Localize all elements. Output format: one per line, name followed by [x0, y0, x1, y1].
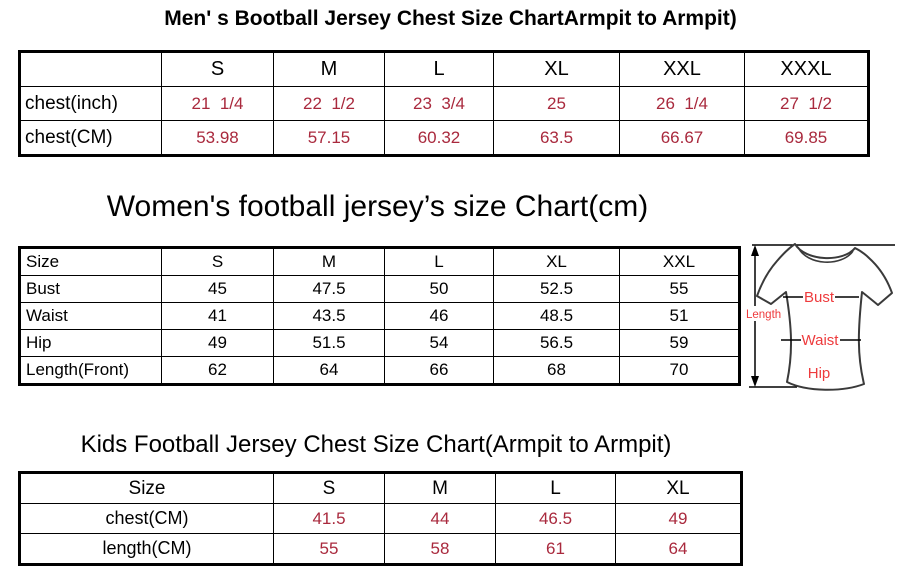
collar-inner-line: [797, 246, 854, 263]
cell-value: 49: [161, 329, 274, 357]
column-header-m: M: [273, 247, 385, 276]
cell-value: 49: [615, 503, 742, 534]
table-row-chest-cm: chest(CM) 53.98 57.15 60.32 63.5 66.67 6…: [19, 120, 869, 156]
cell-value: 48.5: [493, 302, 620, 330]
waist-label: Waist: [802, 332, 840, 349]
cell-value: 57.15: [273, 120, 385, 156]
kids-chart-title: Kids Football Jersey Chest Size Chart(Ar…: [80, 431, 672, 458]
column-header-m: M: [384, 472, 496, 504]
corner-cell: [19, 51, 162, 87]
men-chart-title: Men' s Bootball Jersey Chest Size ChartA…: [164, 7, 737, 30]
row-label: Length(Front): [19, 356, 162, 385]
cell-value: 61: [495, 533, 616, 565]
cell-value: 55: [619, 275, 740, 303]
kids-size-table: Size S M L XL chest(CM) 41.5 44 46.5 49 …: [18, 471, 743, 566]
cell-value: 23 3/4: [384, 86, 494, 121]
column-header-m: M: [273, 51, 385, 87]
hip-label: Hip: [808, 365, 831, 382]
cell-value: 68: [493, 356, 620, 385]
cell-value: 47.5: [273, 275, 385, 303]
column-header-xxl: XXL: [619, 247, 740, 276]
table-row-chest-cm: chest(CM) 41.5 44 46.5 49: [19, 503, 742, 534]
tshirt-outline: [756, 243, 893, 391]
cell-value: 46.5: [495, 503, 616, 534]
row-label: chest(CM): [19, 503, 274, 534]
cell-value: 21 1/4: [161, 86, 274, 121]
column-header-s: S: [161, 247, 274, 276]
table-row-length-front: Length(Front) 62 64 66 68 70: [19, 356, 740, 385]
cell-value: 66: [384, 356, 494, 385]
column-header-s: S: [273, 472, 385, 504]
cell-value: 54: [384, 329, 494, 357]
cell-value: 46: [384, 302, 494, 330]
row-label: Waist: [19, 302, 162, 330]
cell-value: 50: [384, 275, 494, 303]
column-header-l: L: [495, 472, 616, 504]
tshirt-measurement-diagram: Bust Waist Hip Length: [745, 243, 895, 391]
table-row-hip: Hip 49 51.5 54 56.5 59: [19, 329, 740, 357]
cell-value: 69.85: [744, 120, 869, 156]
column-header-xl: XL: [493, 51, 620, 87]
cell-value: 63.5: [493, 120, 620, 156]
cell-value: 27 1/2: [744, 86, 869, 121]
cell-value: 51: [619, 302, 740, 330]
table-header-row: Size S M L XL: [19, 472, 742, 504]
men-size-table: S M L XL XXL XXXL chest(inch) 21 1/4 22 …: [18, 50, 870, 157]
cell-value: 41.5: [273, 503, 385, 534]
cell-value: 41: [161, 302, 274, 330]
column-header-size: Size: [19, 472, 274, 504]
women-chart-title: Women's football jersey’s size Chart(cm): [106, 190, 649, 223]
column-header-l: L: [384, 51, 494, 87]
column-header-xl: XL: [615, 472, 742, 504]
arrow-up-icon: [751, 245, 759, 256]
women-size-table: Size S M L XL XXL Bust 45 47.5 50 52.5 5…: [18, 246, 741, 386]
table-row-length-cm: length(CM) 55 58 61 64: [19, 533, 742, 565]
cell-value: 43.5: [273, 302, 385, 330]
cell-value: 25: [493, 86, 620, 121]
column-header-size: Size: [19, 247, 162, 276]
table-row-chest-inch: chest(inch) 21 1/4 22 1/2 23 3/4 25 26 1…: [19, 86, 869, 121]
length-label-backing: [745, 306, 779, 321]
length-label: Length: [746, 309, 781, 321]
cell-value: 59: [619, 329, 740, 357]
table-header-row: Size S M L XL XXL: [19, 247, 740, 276]
row-label: Hip: [19, 329, 162, 357]
cell-value: 53.98: [161, 120, 274, 156]
cell-value: 51.5: [273, 329, 385, 357]
cell-value: 62: [161, 356, 274, 385]
column-header-xxl: XXL: [619, 51, 745, 87]
row-label: chest(inch): [19, 86, 162, 121]
cell-value: 70: [619, 356, 740, 385]
cell-value: 52.5: [493, 275, 620, 303]
cell-value: 56.5: [493, 329, 620, 357]
column-header-xl: XL: [493, 247, 620, 276]
arrow-down-icon: [751, 376, 759, 387]
cell-value: 60.32: [384, 120, 494, 156]
cell-value: 64: [615, 533, 742, 565]
cell-value: 26 1/4: [619, 86, 745, 121]
table-row-waist: Waist 41 43.5 46 48.5 51: [19, 302, 740, 330]
table-row-bust: Bust 45 47.5 50 52.5 55: [19, 275, 740, 303]
cell-value: 64: [273, 356, 385, 385]
cell-value: 44: [384, 503, 496, 534]
column-header-xxxl: XXXL: [744, 51, 869, 87]
cell-value: 58: [384, 533, 496, 565]
cell-value: 22 1/2: [273, 86, 385, 121]
table-header-row: S M L XL XXL XXXL: [19, 51, 869, 87]
cell-value: 55: [273, 533, 385, 565]
column-header-l: L: [384, 247, 494, 276]
row-label: Bust: [19, 275, 162, 303]
cell-value: 45: [161, 275, 274, 303]
column-header-s: S: [161, 51, 274, 87]
row-label: chest(CM): [19, 120, 162, 156]
cell-value: 66.67: [619, 120, 745, 156]
bust-label: Bust: [804, 289, 835, 306]
row-label: length(CM): [19, 533, 274, 565]
